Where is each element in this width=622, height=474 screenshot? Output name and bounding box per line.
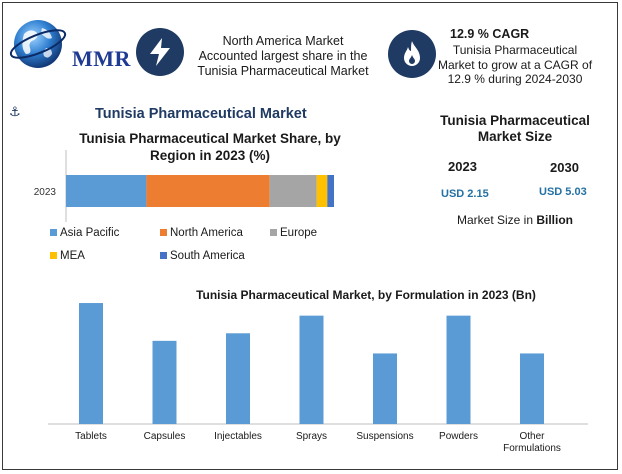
legend-label: Asia Pacific	[60, 227, 120, 239]
stat1-icon-badge	[136, 28, 184, 76]
formulation-category-label: Suspensions	[356, 431, 413, 442]
formulation-bar-tablets	[79, 303, 103, 424]
formulation-category-label: Powders	[439, 431, 478, 442]
formulation-category-label: Injectables	[214, 431, 262, 442]
flame-icon	[404, 41, 420, 66]
legend-label: North America	[170, 227, 243, 239]
share-segment-asia-pacific	[66, 175, 147, 207]
legend-swatch	[160, 229, 167, 236]
brand-logo: MMR	[8, 12, 130, 76]
formulation-bar-capsules	[152, 340, 177, 424]
legend-label: Europe	[280, 227, 317, 239]
market-size-year-2030: 2030	[550, 160, 579, 175]
stat1-line2: Accounted largest share in the	[198, 49, 368, 63]
formulation-bar-chart: Tablets Capsules Injectables Sprays Suspensi…	[48, 303, 588, 454]
share-chart-title: Tunisia Pharmaceutical Market Share, by …	[60, 130, 360, 164]
formulation-bar-injectables	[226, 333, 250, 424]
formulation-bar-sprays	[299, 315, 324, 424]
brand-logo-text: MMR	[72, 46, 131, 71]
formulation-category-label: Sprays	[296, 431, 327, 442]
formulation-category-label: Capsules	[144, 431, 186, 442]
market-size-value-2023: USD 2.15	[441, 188, 489, 200]
formulation-bar-suspensions	[373, 353, 397, 424]
share-chart-title-line2: Region in 2023 (%)	[149, 148, 271, 163]
stat2-text: Tunisia Pharmaceutical Market to grow at…	[430, 43, 600, 87]
legend-swatch	[160, 252, 167, 259]
stat1-text: North America Market Accounted largest s…	[188, 34, 378, 79]
globe-icon	[9, 20, 67, 68]
share-segment-mea	[316, 175, 328, 207]
share-chart-category-label: 2023	[34, 187, 57, 198]
stat2-line3: 12.9 % during 2024-2030	[447, 72, 583, 86]
market-size-note-prefix: Market Size in	[456, 213, 537, 227]
stat1-line1: North America Market	[222, 34, 344, 48]
stat2-icon-badge	[388, 30, 436, 78]
infographic-frame	[2, 2, 618, 470]
legend-swatch	[50, 252, 57, 259]
market-size-value-2030: USD 5.03	[539, 186, 587, 198]
legend-label: MEA	[60, 250, 85, 262]
legend-swatch	[50, 229, 57, 236]
formulation-bar-powders	[446, 315, 471, 424]
formulation-bar-other-formulations	[520, 353, 544, 424]
share-segment-north-america	[146, 175, 270, 207]
share-segment-south-america	[327, 175, 334, 207]
market-size-year-2023: 2023	[448, 159, 477, 174]
market-size-note-unit: Billion	[536, 213, 574, 227]
stat2-title: 12.9 % CAGR	[450, 27, 530, 41]
share-segment-europe	[269, 175, 317, 207]
stat1-line3: Tunisia Pharmaceutical Market	[197, 64, 369, 78]
stat2-line1: Tunisia Pharmaceutical	[452, 43, 578, 57]
share-chart-title-line1: Tunisia Pharmaceutical Market Share, by	[79, 131, 341, 146]
legend-swatch	[270, 229, 277, 236]
market-size-note: Market Size in Billion	[430, 213, 600, 227]
legend-label: South America	[170, 250, 245, 262]
stat2-line2: Market to grow at a CAGR of	[437, 57, 593, 72]
formulation-category-label: Tablets	[75, 431, 107, 442]
region-share-chart: 2023 Asia Pacific North America Europe MEA So…	[34, 150, 334, 262]
formulation-category-label: Other Formulations	[503, 431, 561, 454]
lightning-icon	[150, 38, 170, 66]
market-size-title: Tunisia Pharmaceutical Market Size	[430, 113, 600, 145]
anchor-icon: ⚓	[9, 104, 21, 119]
main-title: Tunisia Pharmaceutical Market	[95, 106, 307, 122]
market-size-title-line2: Market Size	[477, 129, 553, 144]
market-size-title-line1: Tunisia Pharmaceutical	[440, 113, 590, 128]
formulation-chart-title: Tunisia Pharmaceutical Market, by Formul…	[196, 288, 536, 302]
